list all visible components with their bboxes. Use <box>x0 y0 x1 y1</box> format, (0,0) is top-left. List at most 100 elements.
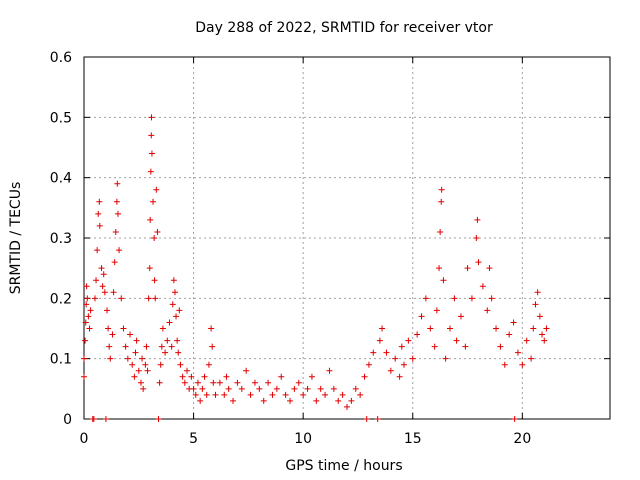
data-point <box>282 391 289 398</box>
data-point <box>256 385 263 392</box>
data-point <box>106 343 113 350</box>
data-point <box>109 331 116 338</box>
data-point <box>146 265 153 272</box>
data-point <box>265 379 272 386</box>
data-point <box>488 295 495 302</box>
data-point <box>400 361 407 368</box>
data-point <box>166 319 173 326</box>
data-point <box>422 295 429 302</box>
data-point <box>199 385 206 392</box>
data-point <box>98 265 105 272</box>
data-point <box>174 337 181 344</box>
y-tick-label: 0.5 <box>50 110 72 126</box>
data-point <box>536 313 543 320</box>
data-point <box>190 385 197 392</box>
data-point <box>396 373 403 380</box>
data-point <box>208 325 215 332</box>
data-point <box>541 337 548 344</box>
data-point <box>392 355 399 362</box>
data-point <box>433 307 440 314</box>
data-point <box>147 168 154 175</box>
data-point <box>158 343 165 350</box>
data-point <box>113 198 120 205</box>
data-point <box>151 277 158 284</box>
data-point <box>363 416 370 422</box>
x-tick-label: 5 <box>189 431 198 447</box>
data-point <box>169 301 176 308</box>
data-point <box>510 319 517 326</box>
data-point <box>148 132 155 139</box>
data-point <box>83 301 90 308</box>
data-point <box>147 216 154 223</box>
data-point <box>251 379 258 386</box>
data-point <box>497 343 504 350</box>
data-point <box>93 277 100 284</box>
data-point <box>474 216 481 223</box>
data-point <box>387 367 394 374</box>
data-point <box>152 295 159 302</box>
data-point <box>534 289 541 296</box>
data-point <box>82 337 89 344</box>
data-point <box>118 295 125 302</box>
data-point <box>326 367 333 374</box>
data-point <box>436 265 443 272</box>
data-point <box>91 295 98 302</box>
data-point <box>370 349 377 356</box>
x-axis-label: GPS time / hours <box>285 458 402 474</box>
data-point <box>234 379 241 386</box>
data-point <box>155 416 162 422</box>
data-point <box>99 283 106 290</box>
data-point <box>398 343 405 350</box>
data-point <box>273 385 280 392</box>
data-point <box>148 150 155 157</box>
data-point <box>528 355 535 362</box>
data-point <box>269 391 276 398</box>
data-point <box>122 343 129 350</box>
data-point <box>82 319 89 326</box>
chart-title: Day 288 of 2022, SRMTID for receiver vto… <box>195 20 493 36</box>
data-point <box>225 385 232 392</box>
x-tick-label: 0 <box>80 431 89 447</box>
data-point <box>127 331 134 338</box>
data-point <box>468 295 475 302</box>
data-point <box>539 331 546 338</box>
data-point <box>104 307 111 314</box>
y-tick-label: 0.4 <box>50 171 72 187</box>
data-point <box>203 391 210 398</box>
data-point <box>216 379 223 386</box>
y-tick-label: 0.6 <box>50 50 72 66</box>
data-point <box>484 307 491 314</box>
data-point <box>205 361 212 368</box>
data-point <box>532 301 539 308</box>
data-point <box>431 343 438 350</box>
data-point <box>114 180 121 187</box>
data-point <box>87 307 94 314</box>
data-point <box>154 228 161 235</box>
data-point <box>144 367 151 374</box>
data-point <box>188 373 195 380</box>
data-point <box>308 373 315 380</box>
data-point <box>139 355 146 362</box>
data-point <box>95 210 102 217</box>
data-point <box>132 349 139 356</box>
data-point <box>101 289 108 296</box>
data-point <box>438 198 445 205</box>
grid-lines <box>84 57 610 419</box>
data-point <box>260 397 267 404</box>
data-point <box>112 228 119 235</box>
data-point <box>151 235 158 241</box>
data-point <box>90 416 97 422</box>
data-point <box>243 367 250 374</box>
data-point <box>442 355 449 362</box>
data-point <box>148 114 155 121</box>
y-tick-labels: 0 0.1 0.2 0.3 0.4 0.5 0.6 <box>50 50 72 428</box>
data-point <box>530 325 537 332</box>
y-tick-label: 0 <box>63 412 72 428</box>
data-point <box>105 325 112 332</box>
data-point <box>313 397 320 404</box>
data-point <box>133 337 140 344</box>
data-point <box>173 313 180 320</box>
data-point <box>409 355 416 362</box>
data-point <box>209 343 216 350</box>
